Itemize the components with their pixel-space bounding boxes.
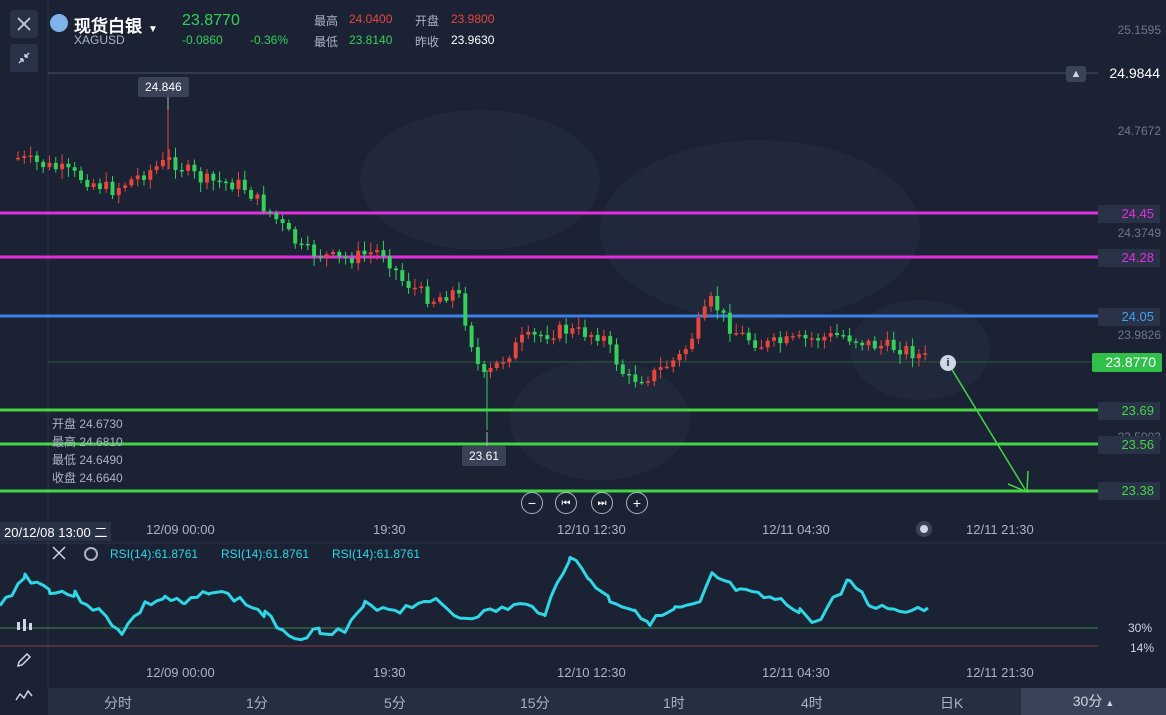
collapse-arrows-icon	[18, 52, 30, 64]
line-label-23-56[interactable]: 23.56	[1098, 436, 1160, 454]
rsi-time-tick-1: 12/09 00:00	[146, 665, 215, 680]
ohlc-open: 开盘 24.6730	[52, 417, 123, 431]
axis-value-3: 23.9826	[1117, 328, 1161, 342]
tf-daily[interactable]: 日K	[940, 695, 964, 711]
tf-30m-selected[interactable]: 30分 ▲	[1021, 688, 1166, 715]
pencil-icon	[16, 652, 32, 668]
axis-value-2: 24.3749	[1117, 226, 1161, 240]
open-label: 开盘	[415, 14, 440, 28]
alert-price: 24.9844	[1109, 65, 1160, 81]
scroll-start-button[interactable]: ⏮	[555, 492, 577, 514]
title-text: 现货白银	[74, 17, 142, 36]
rsi-level-30: 30%	[1128, 621, 1153, 635]
tf-5m[interactable]: 5分	[384, 695, 406, 711]
tf-1h[interactable]: 1时	[663, 695, 685, 711]
rsi-time-tick-4: 12/11 04:30	[762, 665, 830, 680]
candlesticks	[16, 110, 928, 430]
rsi-label-3: RSI(14):61.8761	[332, 547, 421, 561]
high-tooltip: 24.846	[138, 77, 189, 97]
cursor-time: 20/12/08 13:00 二	[0, 522, 112, 541]
low-tooltip: 23.61	[462, 446, 507, 466]
tf-15m[interactable]: 15分	[520, 695, 550, 711]
current-price-label: 23.8770	[1092, 353, 1162, 372]
high-label: 最高	[314, 14, 339, 28]
rsi-time-tick-3: 12/10 12:30	[557, 665, 626, 680]
price-change-pct: -0.36%	[250, 33, 289, 47]
instrument-title[interactable]: 现货白银 ▼	[74, 12, 158, 37]
tf-4h[interactable]: 4时	[801, 695, 823, 711]
prev-close-value: 23.9630	[451, 33, 495, 47]
line-chart-icon	[15, 689, 33, 701]
axis-value-1: 24.7672	[1117, 124, 1161, 138]
caret-up-icon: ▲	[1105, 698, 1115, 708]
silver-logo-icon	[50, 14, 68, 32]
background-map	[360, 110, 990, 480]
alert-bell-icon[interactable]: ▲	[1066, 66, 1086, 82]
tf-1m[interactable]: 1分	[246, 695, 268, 711]
time-tick-3: 12/10 12:30	[557, 522, 626, 537]
indicator-tool-button[interactable]	[10, 682, 38, 710]
ohlc-low: 最低 24.6490	[52, 453, 123, 467]
line-label-23-69[interactable]: 23.69	[1098, 402, 1160, 420]
timeframe-bar	[48, 688, 1166, 715]
line-label-24-28[interactable]: 24.28	[1098, 249, 1160, 267]
rsi-time-tick-5: 12/11 21:30	[966, 665, 1034, 680]
ohlc-close: 收盘 24.6640	[52, 471, 123, 485]
time-tick-2: 19:30	[373, 522, 406, 537]
low-label: 最低	[314, 35, 339, 49]
low-value: 23.8140	[349, 33, 393, 47]
info-icon[interactable]: i	[940, 355, 956, 371]
zoom-out-button[interactable]: −	[521, 492, 543, 514]
rsi-settings-icon[interactable]	[84, 547, 98, 561]
collapse-button[interactable]	[10, 44, 38, 72]
time-tick-1: 12/09 00:00	[146, 522, 215, 537]
rsi-label-1: RSI(14):61.8761	[110, 547, 199, 561]
record-icon[interactable]	[916, 521, 932, 537]
close-icon	[17, 17, 31, 31]
rsi-level-14: 14%	[1130, 641, 1155, 655]
tf-timeshare[interactable]: 分时	[104, 695, 132, 711]
last-price: 23.8770	[182, 12, 240, 29]
time-tick-4: 12/11 04:30	[762, 522, 830, 537]
rsi-label-2: RSI(14):61.8761	[221, 547, 310, 561]
line-label-23-38[interactable]: 23.38	[1098, 482, 1160, 500]
zoom-in-button[interactable]: +	[626, 492, 648, 514]
candle-tool-button[interactable]	[10, 612, 38, 640]
dropdown-caret-icon: ▼	[148, 24, 158, 35]
close-chart-button[interactable]	[10, 10, 38, 38]
axis-value-top: 25.1595	[1117, 23, 1161, 37]
open-value: 23.9800	[451, 12, 495, 26]
line-label-24-45[interactable]: 24.45	[1098, 205, 1160, 223]
rsi-close-icon[interactable]	[52, 546, 68, 562]
prev-close-label: 昨收	[415, 35, 440, 49]
ohlc-high: 最高 24.6810	[52, 435, 123, 449]
rsi-line	[0, 556, 929, 642]
draw-tool-button[interactable]	[10, 646, 38, 674]
time-tick-5: 12/11 21:30	[966, 522, 1034, 537]
scroll-end-button[interactable]: ⏭	[591, 492, 613, 514]
line-label-24-05[interactable]: 24.05	[1098, 308, 1160, 326]
rsi-time-tick-2: 19:30	[373, 665, 406, 680]
price-change: -0.0860	[182, 33, 223, 47]
high-value: 24.0400	[349, 12, 393, 26]
candle-icon	[17, 619, 32, 631]
symbol: XAGUSD	[74, 33, 125, 47]
tf-30m-label: 30分	[1072, 693, 1103, 709]
trend-arrow	[947, 362, 1029, 494]
